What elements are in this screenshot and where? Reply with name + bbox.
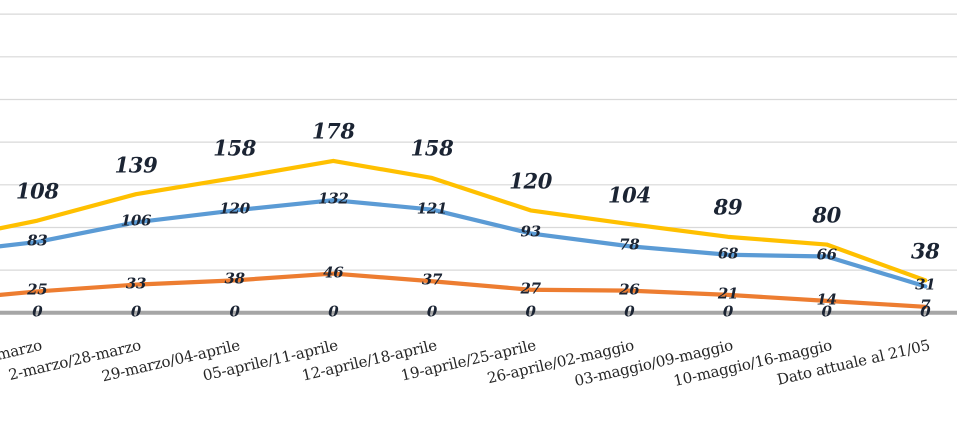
data-label-gray-zero-baseline: 0 [525, 302, 536, 321]
data-label-yellow-total-line: 178 [311, 118, 355, 144]
data-label-orange-line: 27 [520, 279, 541, 298]
data-label-blue-line: 121 [416, 199, 448, 218]
data-label-blue-line: 31 [915, 275, 936, 294]
data-label-orange-line: 46 [323, 263, 344, 282]
data-label-gray-zero-baseline: 0 [32, 302, 43, 321]
data-label-yellow-total-line: 108 [15, 178, 59, 204]
data-label-yellow-total-line: 104 [607, 182, 651, 208]
data-label-gray-zero-baseline: 0 [130, 302, 142, 321]
data-label-blue-line: 106 [120, 211, 152, 230]
data-label-orange-line: 38 [224, 269, 245, 288]
data-label-gray-zero-baseline: 0 [722, 302, 734, 321]
data-label-orange-line: 33 [125, 274, 147, 293]
data-label-blue-line: 66 [816, 245, 837, 264]
data-label-blue-line: 120 [219, 199, 250, 218]
data-label-gray-zero-baseline: 0 [328, 302, 339, 321]
data-label-blue-line: 83 [27, 231, 48, 250]
data-label-orange-line: 25 [27, 280, 48, 299]
data-label-orange-line: 26 [619, 280, 640, 299]
data-label-orange-line: 14 [816, 290, 837, 309]
data-label-yellow-total-line: 158 [410, 135, 454, 161]
series-blue-line [0, 198, 928, 289]
data-label-gray-zero-baseline: 0 [229, 302, 240, 321]
series-orange-line [0, 271, 928, 309]
data-label-yellow-total-line: 80 [812, 202, 841, 228]
data-label-yellow-total-line: 38 [910, 238, 940, 264]
data-label-yellow-total-line: 139 [114, 152, 158, 178]
data-label-orange-line: 7 [920, 296, 931, 315]
data-label-blue-line: 93 [520, 222, 541, 241]
data-label-orange-line: 21 [717, 284, 739, 303]
data-label-yellow-total-line: 158 [213, 135, 257, 161]
data-label-gray-zero-baseline: 0 [920, 302, 931, 321]
data-label-blue-line: 68 [717, 244, 739, 263]
data-label-blue-line: 78 [619, 235, 640, 254]
data-label-gray-zero-baseline: 0 [426, 302, 438, 321]
data-label-gray-zero-baseline: 0 [624, 302, 635, 321]
data-label-yellow-total-line: 89 [713, 194, 743, 220]
data-label-yellow-total-line: 120 [509, 168, 553, 194]
data-label-orange-line: 37 [421, 270, 443, 289]
series-yellow-total-line [0, 158, 928, 283]
data-label-blue-line: 132 [318, 189, 349, 208]
data-label-gray-zero-baseline: 0 [821, 302, 832, 321]
